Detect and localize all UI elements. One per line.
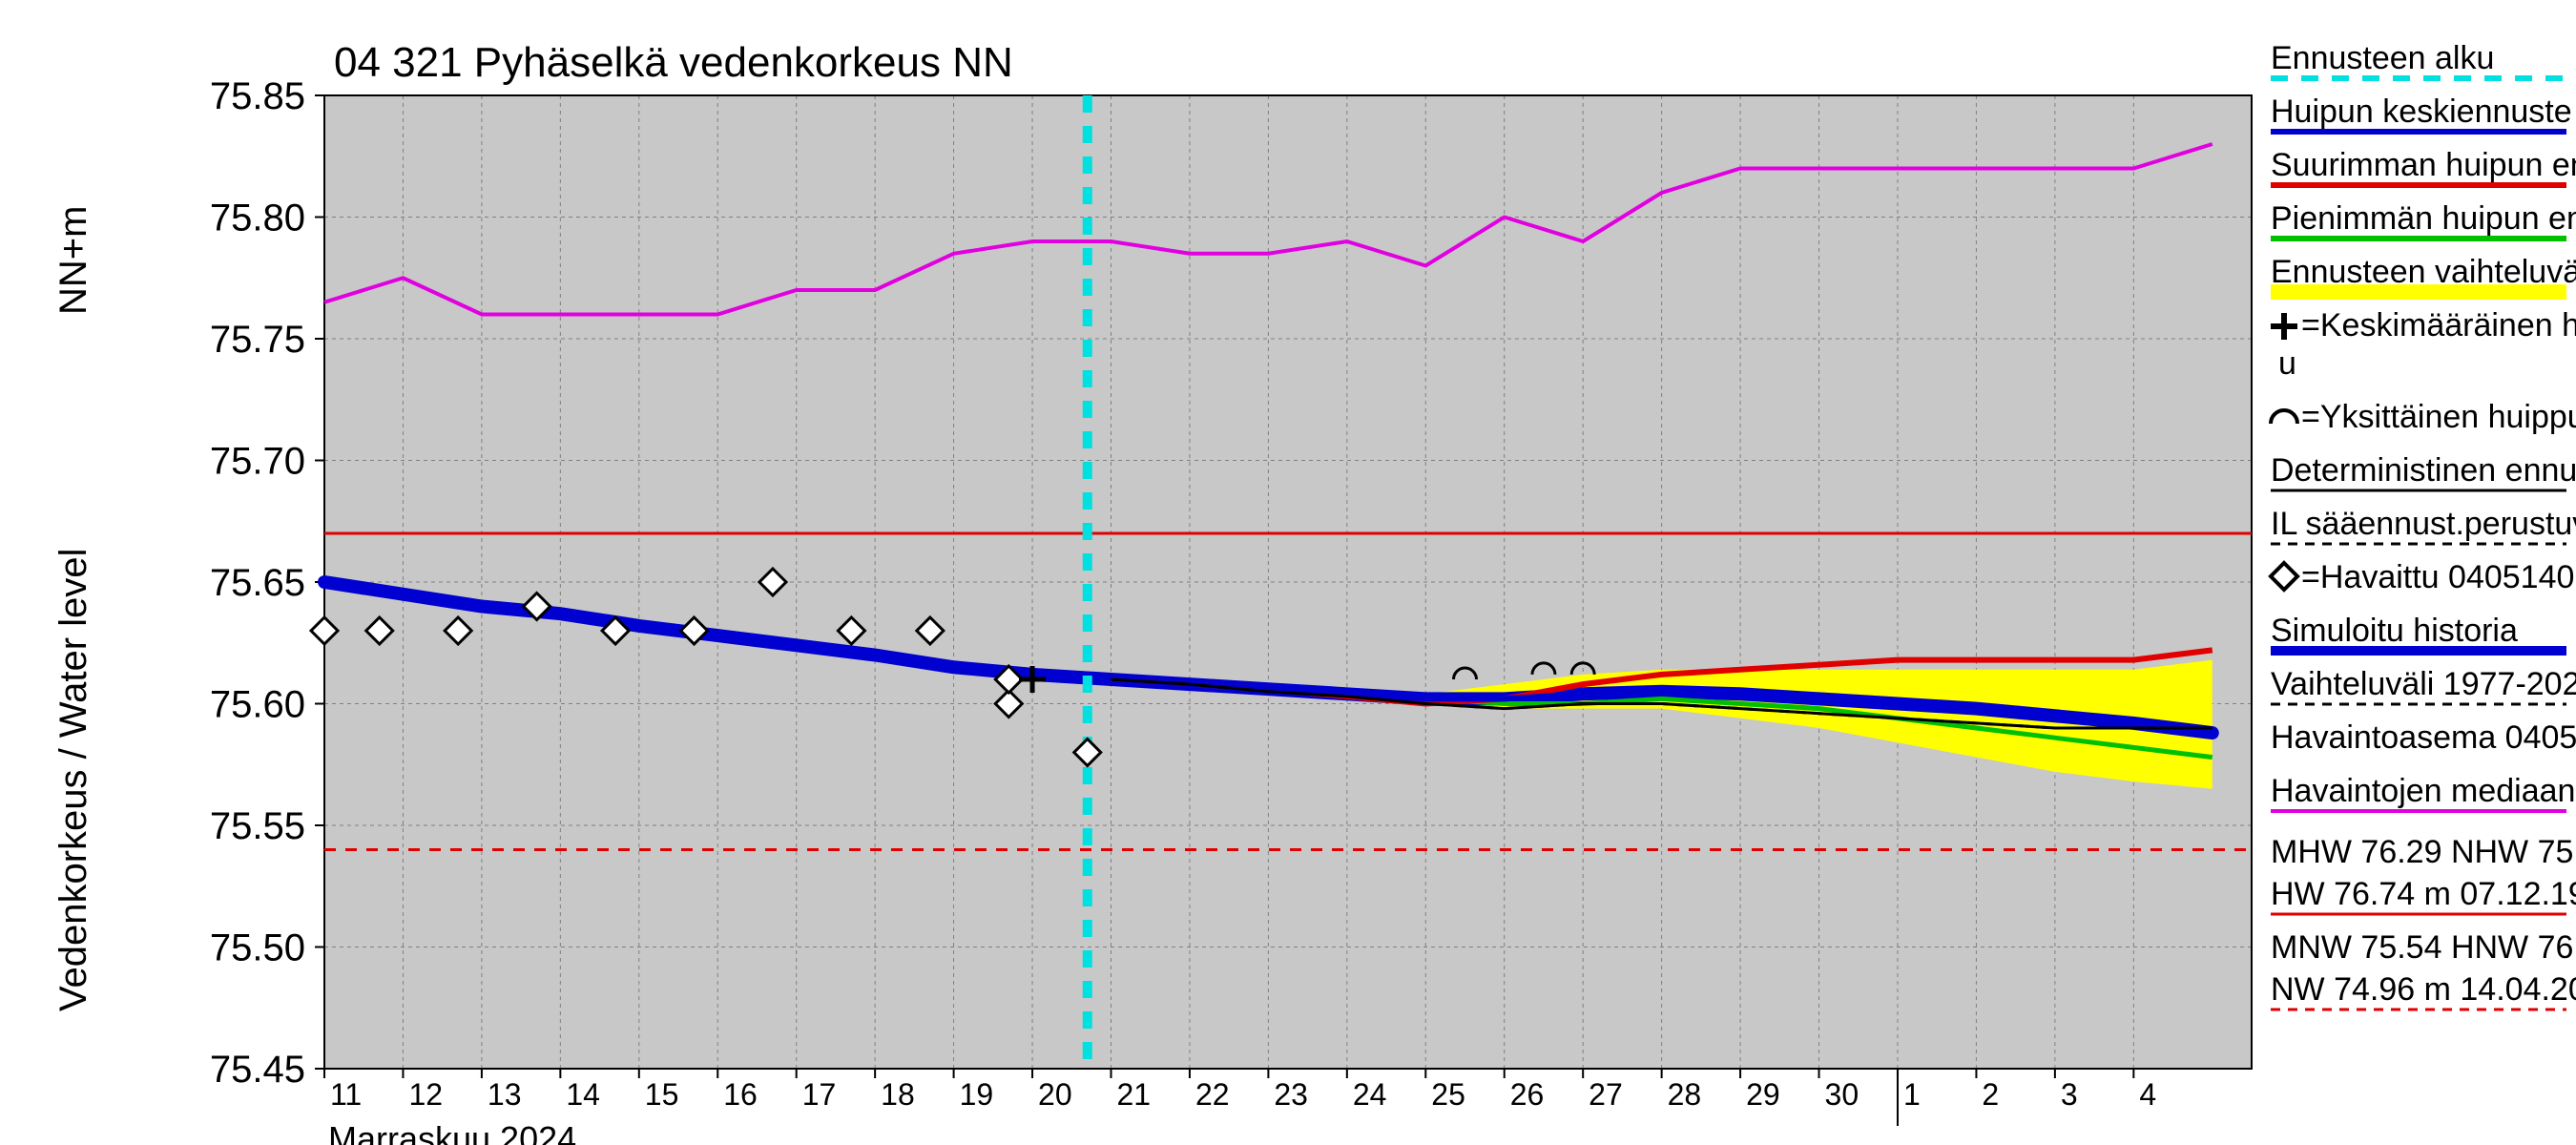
svg-text:14: 14 [566, 1077, 600, 1112]
svg-text:1: 1 [1903, 1077, 1921, 1112]
chart-container: 75.45 75.50 75.55 75.60 75.65 75.70 75.75 75.80… [0, 0, 2576, 1145]
chart-title: 04 321 Pyhäselkä vedenkorkeus NN [334, 39, 1013, 86]
svg-text:75.45: 75.45 [210, 1049, 305, 1091]
svg-text:Havaintojen mediaani: Havaintojen mediaani [2271, 773, 2576, 809]
svg-text:75.85: 75.85 [210, 75, 305, 117]
svg-text:21: 21 [1116, 1077, 1151, 1112]
svg-text:=Yksittäinen huippu: =Yksittäinen huippu [2301, 399, 2576, 435]
legend-item: =Keskimääräinen huippuu [2271, 307, 2576, 382]
svg-text:75.80: 75.80 [210, 198, 305, 239]
svg-text:75.60: 75.60 [210, 684, 305, 726]
legend-item: NW 74.96 m 14.04.2003 [2271, 971, 2576, 1010]
svg-text:75.75: 75.75 [210, 319, 305, 361]
y-axis-unit: NN+m [52, 206, 94, 315]
svg-text:HW 76.74 m 07.12.1981: HW 76.74 m 07.12.1981 [2271, 876, 2576, 912]
svg-text:Vaihteluväli 1977-2023: Vaihteluväli 1977-2023 [2271, 666, 2576, 702]
svg-text:25: 25 [1431, 1077, 1465, 1112]
svg-text:MNW 75.54 HNW 76.16: MNW 75.54 HNW 76.16 [2271, 929, 2576, 966]
svg-text:75.65: 75.65 [210, 562, 305, 604]
legend-item: =Yksittäinen huippu [2271, 399, 2576, 435]
svg-text:Ennusteen alku: Ennusteen alku [2271, 40, 2494, 76]
svg-text:=Havaittu 0405140: =Havaittu 0405140 [2301, 559, 2574, 595]
svg-text:IL sääennust.perustuva: IL sääennust.perustuva [2271, 506, 2576, 542]
legend-item: IL sääennust.perustuva [2271, 506, 2576, 544]
svg-text:30: 30 [1825, 1077, 1859, 1112]
y-axis-label: Vedenkorkeus / Water level [52, 549, 94, 1011]
svg-text:75.50: 75.50 [210, 927, 305, 969]
svg-text:13: 13 [488, 1077, 522, 1112]
svg-text:26: 26 [1510, 1077, 1545, 1112]
svg-text:16: 16 [723, 1077, 758, 1112]
legend-item: =Havaittu 0405140 [2271, 559, 2574, 595]
legend-item: Ennusteen vaihteluväli [2271, 254, 2576, 300]
svg-text:2: 2 [1982, 1077, 1999, 1112]
svg-text:u: u [2278, 345, 2296, 382]
svg-text:28: 28 [1668, 1077, 1702, 1112]
svg-text:Havaintoasema 0405140: Havaintoasema 0405140 [2271, 719, 2576, 756]
svg-text:20: 20 [1038, 1077, 1072, 1112]
svg-text:18: 18 [881, 1077, 915, 1112]
svg-text:Deterministinen ennuste: Deterministinen ennuste [2271, 452, 2576, 489]
legend-item: MNW 75.54 HNW 76.16 [2271, 929, 2576, 966]
svg-text:Huipun keskiennuste: Huipun keskiennuste [2271, 94, 2572, 130]
legend-item: Suurimman huipun ennuste [2271, 147, 2576, 185]
legend-item: Havaintojen mediaani [2271, 773, 2576, 811]
svg-text:29: 29 [1746, 1077, 1780, 1112]
water-level-chart: 75.45 75.50 75.55 75.60 75.65 75.70 75.75 75.80… [0, 0, 2576, 1145]
legend-item: Pienimmän huipun ennuste [2271, 200, 2576, 239]
legend-item: MHW 76.29 NHW 75.67 [2271, 834, 2576, 870]
svg-text:Pienimmän huipun ennuste: Pienimmän huipun ennuste [2271, 200, 2576, 237]
svg-text:3: 3 [2061, 1077, 2078, 1112]
legend-item: HW 76.74 m 07.12.1981 [2271, 876, 2576, 914]
svg-text:11: 11 [330, 1077, 362, 1112]
svg-text:24: 24 [1353, 1077, 1387, 1112]
svg-text:22: 22 [1195, 1077, 1230, 1112]
svg-text:15: 15 [645, 1077, 679, 1112]
legend-item: Havaintoasema 0405140 [2271, 719, 2576, 756]
legend-item: Huipun keskiennuste [2271, 94, 2572, 132]
svg-text:75.55: 75.55 [210, 805, 305, 847]
svg-text:17: 17 [802, 1077, 837, 1112]
svg-text:MHW 76.29 NHW 75.67: MHW 76.29 NHW 75.67 [2271, 834, 2576, 870]
legend-item: Ennusteen alku [2271, 40, 2566, 78]
svg-text:27: 27 [1589, 1077, 1623, 1112]
svg-text:75.70: 75.70 [210, 441, 305, 483]
svg-text:Suurimman huipun ennuste: Suurimman huipun ennuste [2271, 147, 2576, 183]
svg-text:Simuloitu historia: Simuloitu historia [2271, 613, 2518, 649]
svg-text:12: 12 [408, 1077, 443, 1112]
svg-text:NW 74.96 m 14.04.2003: NW 74.96 m 14.04.2003 [2271, 971, 2576, 1008]
legend-item: Deterministinen ennuste [2271, 452, 2576, 490]
month-label-fi: Marraskuu 2024 [328, 1119, 576, 1145]
legend-item: Vaihteluväli 1977-2023 [2271, 666, 2576, 704]
svg-text:23: 23 [1274, 1077, 1308, 1112]
svg-text:4: 4 [2139, 1077, 2156, 1112]
svg-text:19: 19 [960, 1077, 994, 1112]
svg-text:=Keskimääräinen huippu: =Keskimääräinen huippu [2301, 307, 2576, 344]
legend-item: Simuloitu historia [2271, 613, 2566, 651]
